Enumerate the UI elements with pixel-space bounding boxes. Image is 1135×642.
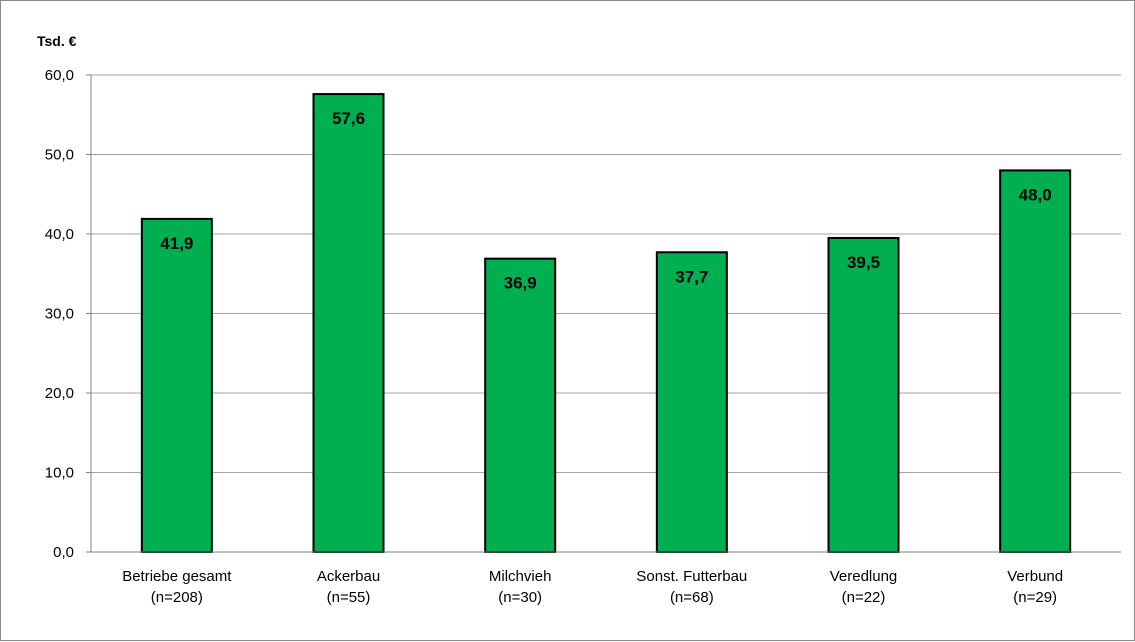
x-category-label: Milchvieh [489,568,552,585]
y-tick-label: 0,0 [53,544,74,561]
data-label: 37,7 [675,267,708,286]
y-tick-label: 20,0 [45,385,74,402]
bar [827,236,900,553]
x-category-count: (n=208) [151,589,203,606]
y-tick-label: 60,0 [45,67,74,84]
y-axis-unit-label: Tsd. € [37,33,77,49]
x-category-label: Veredlung [830,568,898,585]
x-category-label: Ackerbau [317,568,380,585]
x-category-count: (n=55) [327,589,371,606]
labels: 0,0 10,0 20,0 30,0 40,0 50,0 60,0 41,9 Betriebe … [45,67,1063,606]
x-category-count: (n=22) [842,589,886,606]
bar [484,257,557,553]
bar [999,169,1072,553]
x-category-count: (n=30) [498,589,542,606]
bar [140,217,213,554]
x-category-count: (n=68) [670,589,714,606]
y-tick-label: 10,0 [45,465,74,482]
bar [655,251,728,553]
y-tick-label: 50,0 [45,147,74,164]
x-category-label: Verbund [1007,568,1063,585]
data-label: 41,9 [160,234,193,253]
x-category-label: Sonst. Futterbau [636,568,747,585]
x-category-count: (n=29) [1013,589,1057,606]
data-label: 39,5 [847,253,880,272]
y-tick-label: 40,0 [45,226,74,243]
data-label: 48,0 [1019,185,1052,204]
data-label: 57,6 [332,109,365,128]
data-label: 36,9 [504,274,537,293]
y-tick-label: 30,0 [45,306,74,323]
bar [312,93,385,554]
x-category-label: Betriebe gesamt [122,568,232,585]
bars [140,93,1072,554]
axes [86,74,1121,553]
gridlines [91,74,1121,473]
